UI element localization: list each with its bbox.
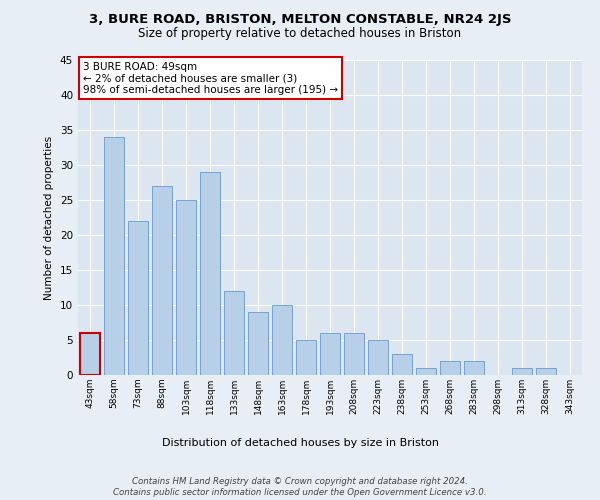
Text: 3 BURE ROAD: 49sqm
← 2% of detached houses are smaller (3)
98% of semi-detached : 3 BURE ROAD: 49sqm ← 2% of detached hous…: [83, 62, 338, 95]
Bar: [152, 186, 172, 375]
Text: 3, BURE ROAD, BRISTON, MELTON CONSTABLE, NR24 2JS: 3, BURE ROAD, BRISTON, MELTON CONSTABLE,…: [89, 12, 511, 26]
Text: Distribution of detached houses by size in Briston: Distribution of detached houses by size …: [161, 438, 439, 448]
Bar: [224, 291, 244, 375]
Bar: [464, 361, 484, 375]
Bar: [128, 221, 148, 375]
Bar: [536, 368, 556, 375]
Bar: [248, 312, 268, 375]
Bar: [344, 333, 364, 375]
Text: Contains HM Land Registry data © Crown copyright and database right 2024.
Contai: Contains HM Land Registry data © Crown c…: [113, 478, 487, 497]
Bar: [80, 333, 100, 375]
Text: Size of property relative to detached houses in Briston: Size of property relative to detached ho…: [139, 28, 461, 40]
Bar: [272, 305, 292, 375]
Bar: [392, 354, 412, 375]
Bar: [512, 368, 532, 375]
Bar: [320, 333, 340, 375]
Bar: [368, 340, 388, 375]
Bar: [200, 172, 220, 375]
Bar: [104, 137, 124, 375]
Bar: [416, 368, 436, 375]
Bar: [440, 361, 460, 375]
Bar: [296, 340, 316, 375]
Bar: [176, 200, 196, 375]
Y-axis label: Number of detached properties: Number of detached properties: [44, 136, 55, 300]
